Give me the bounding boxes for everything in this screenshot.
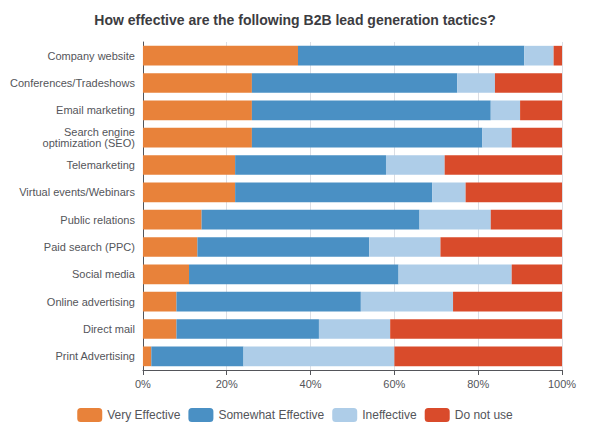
svg-text:Print Advertising: Print Advertising bbox=[55, 350, 134, 362]
svg-text:Ineffective: Ineffective bbox=[362, 408, 417, 422]
svg-text:How effective are the followin: How effective are the following B2B lead… bbox=[94, 12, 495, 28]
svg-text:0%: 0% bbox=[135, 378, 151, 390]
svg-text:Email marketing: Email marketing bbox=[56, 104, 135, 116]
svg-text:Do not use: Do not use bbox=[455, 408, 513, 422]
svg-text:Direct mail: Direct mail bbox=[83, 323, 135, 335]
svg-text:80%: 80% bbox=[467, 378, 489, 390]
svg-text:Social media: Social media bbox=[72, 268, 136, 280]
svg-text:Search engine: Search engine bbox=[64, 126, 135, 139]
svg-text:Somewhat Effective: Somewhat Effective bbox=[218, 408, 324, 422]
svg-text:Telemarketing: Telemarketing bbox=[66, 159, 134, 171]
svg-text:Conferences/Tradeshows: Conferences/Tradeshows bbox=[10, 77, 135, 89]
svg-text:100%: 100% bbox=[548, 378, 576, 390]
svg-text:Very Effective: Very Effective bbox=[107, 408, 180, 422]
svg-text:60%: 60% bbox=[383, 378, 405, 390]
svg-text:20%: 20% bbox=[216, 378, 238, 390]
svg-text:Company website: Company website bbox=[47, 50, 134, 62]
svg-text:optimization (SEO): optimization (SEO) bbox=[43, 137, 135, 149]
svg-text:Virtual events/Webinars: Virtual events/Webinars bbox=[19, 186, 135, 198]
svg-text:Public relations: Public relations bbox=[60, 214, 135, 226]
svg-text:Online advertising: Online advertising bbox=[47, 296, 135, 308]
svg-text:40%: 40% bbox=[300, 378, 322, 390]
svg-text:Paid search (PPC): Paid search (PPC) bbox=[44, 241, 135, 253]
